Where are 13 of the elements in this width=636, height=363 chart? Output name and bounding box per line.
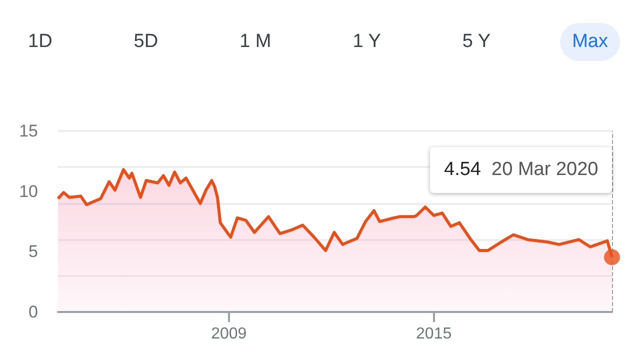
text: 1 M bbox=[238, 30, 272, 54]
y-tick-label: 15 bbox=[19, 122, 38, 140]
text: 5 Y bbox=[461, 30, 492, 54]
y-tick-label: 0 bbox=[28, 302, 38, 322]
y-tick-label: 10 bbox=[19, 182, 38, 201]
y-tick-label: 5 bbox=[28, 242, 38, 262]
text: 1 Y bbox=[352, 30, 382, 54]
text: Max bbox=[560, 23, 620, 61]
text: 1D bbox=[27, 30, 54, 54]
annotation: 4.54 20 Mar 2020 bbox=[430, 147, 612, 193]
x-tick-label: 2015 bbox=[416, 326, 452, 342]
x-tick-label: 2009 bbox=[211, 326, 247, 342]
text: 5D bbox=[132, 30, 160, 54]
